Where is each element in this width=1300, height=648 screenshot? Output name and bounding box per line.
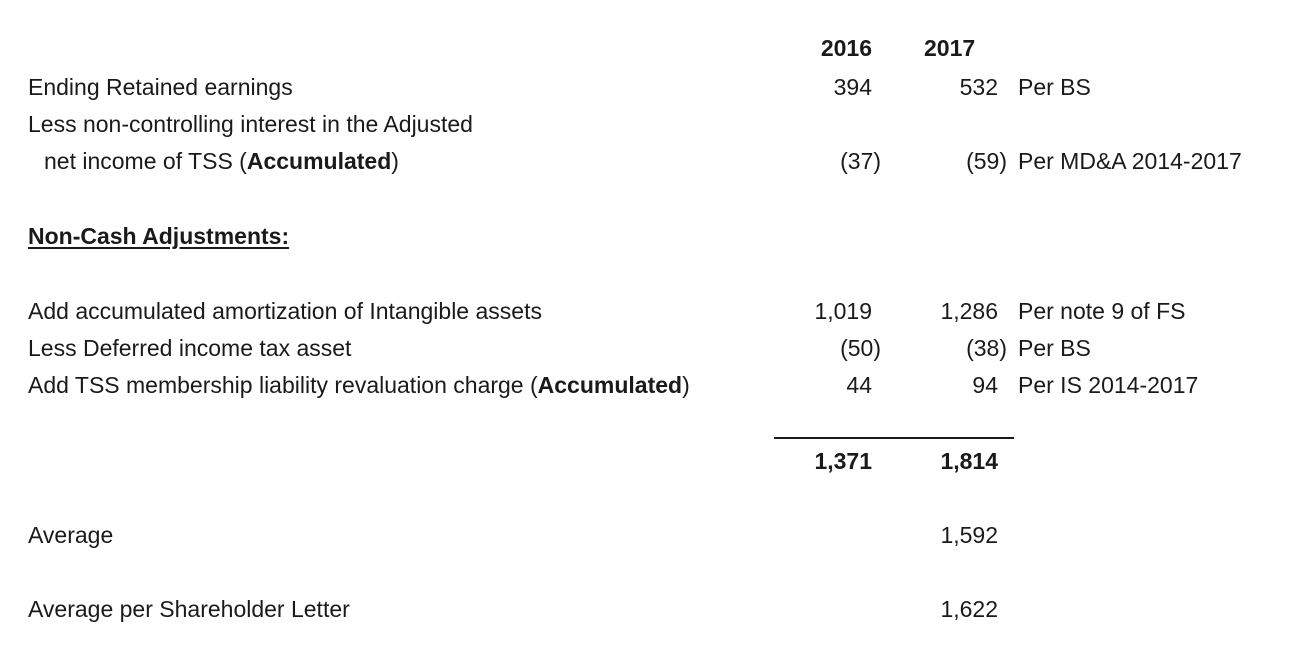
row-label-nci-line1: Less non-controlling interest in the Adj… bbox=[28, 111, 473, 137]
row-label-average: Average bbox=[28, 522, 114, 548]
value-2016-ending-retained-earnings: 394 bbox=[833, 74, 872, 100]
note-tss-revaluation: Per IS 2014-2017 bbox=[1018, 372, 1199, 398]
value-2016-tss-revaluation: 44 bbox=[846, 372, 872, 398]
total-2017: 1,814 bbox=[940, 448, 998, 474]
nci-label-bold: Accumulated bbox=[246, 148, 392, 174]
value-2017-average-shareholder-letter: 1,622 bbox=[940, 596, 998, 622]
value-2016-amortization: 1,019 bbox=[814, 298, 872, 324]
tss-label-bold: Accumulated bbox=[537, 372, 683, 398]
value-2016-deferred-tax: (50) bbox=[840, 335, 881, 361]
value-2017-ending-retained-earnings: 532 bbox=[959, 74, 998, 100]
value-2016-nci: (37) bbox=[840, 148, 881, 174]
value-2017-average: 1,592 bbox=[940, 522, 998, 548]
value-2017-deferred-tax: (38) bbox=[966, 335, 1007, 361]
note-deferred-tax: Per BS bbox=[1018, 335, 1091, 361]
row-label-average-shareholder-letter: Average per Shareholder Letter bbox=[28, 596, 350, 622]
nci-label-post: ) bbox=[391, 148, 399, 174]
note-amortization: Per note 9 of FS bbox=[1018, 298, 1186, 324]
tss-label-pre: Add TSS membership liability revaluation… bbox=[28, 372, 538, 398]
total-2016: 1,371 bbox=[814, 448, 872, 474]
value-2017-tss-revaluation: 94 bbox=[972, 372, 998, 398]
row-label-ending-retained-earnings: Ending Retained earnings bbox=[28, 74, 293, 100]
tss-label-post: ) bbox=[682, 372, 690, 398]
column-header-2017: 2017 bbox=[924, 35, 976, 61]
row-label-amortization: Add accumulated amortization of Intangib… bbox=[28, 298, 542, 324]
section-title-non-cash-adjustments: Non-Cash Adjustments: bbox=[28, 223, 290, 249]
total-rule bbox=[774, 437, 1014, 439]
note-nci: Per MD&A 2014-2017 bbox=[1018, 148, 1242, 174]
value-2017-amortization: 1,286 bbox=[940, 298, 998, 324]
nci-label-pre: net income of TSS ( bbox=[44, 148, 247, 174]
row-label-nci-line2: net income of TSS (Accumulated) bbox=[44, 147, 399, 175]
note-ending-retained-earnings: Per BS bbox=[1018, 74, 1091, 100]
row-label-tss-revaluation: Add TSS membership liability revaluation… bbox=[28, 371, 690, 399]
value-2017-nci: (59) bbox=[966, 148, 1007, 174]
row-label-deferred-tax: Less Deferred income tax asset bbox=[28, 335, 352, 361]
column-header-2016: 2016 bbox=[820, 35, 872, 61]
